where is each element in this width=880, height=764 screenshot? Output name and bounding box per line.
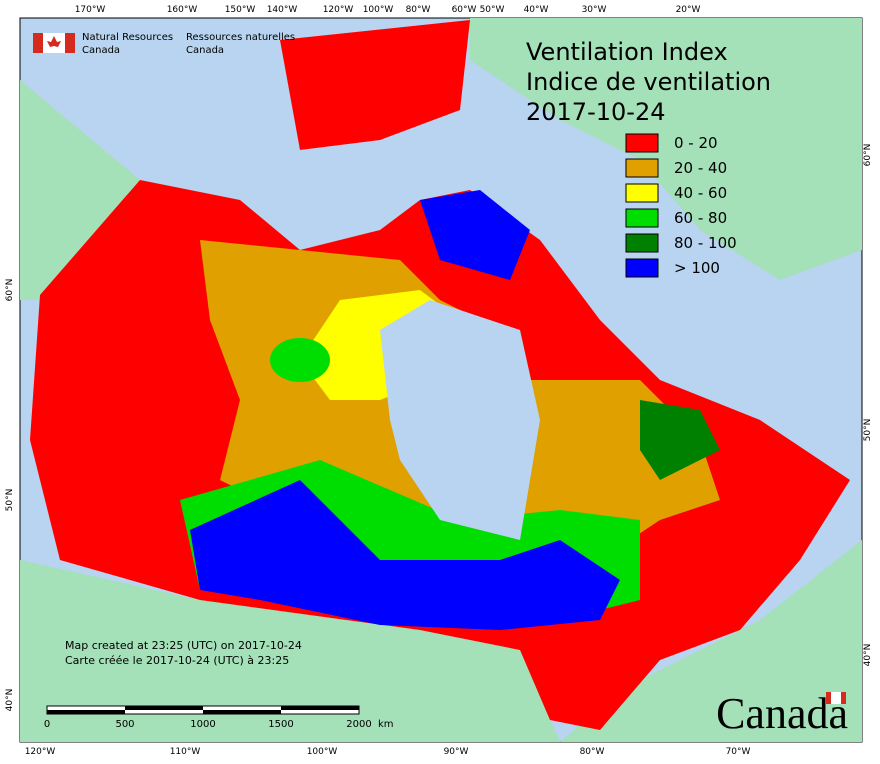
agency-fr-2: Canada	[186, 45, 224, 56]
bottom-longitude: 70°W	[726, 747, 751, 757]
legend-swatch	[625, 258, 659, 278]
right-latitude: 60°N	[863, 144, 873, 167]
created-en: Map created at 23:25 (UTC) on 2017-10-24	[65, 639, 302, 652]
legend-swatch	[625, 208, 659, 228]
top-longitude: 60°W	[452, 5, 477, 15]
scale-bar: 0 500 1000 1500 2000 km	[44, 705, 394, 730]
agency-en-2: Canada	[82, 45, 120, 56]
right-latitude: 50°N	[863, 419, 873, 442]
legend: 0 - 20 20 - 40 40 - 60 60 - 80 80 - 100 > 100	[625, 133, 737, 278]
top-longitude: 170°W	[75, 5, 106, 15]
wordmark-flag	[826, 692, 846, 704]
top-longitude: 20°W	[676, 5, 701, 15]
scale-tick: 1500	[268, 719, 293, 730]
scale-tick: 0	[44, 719, 50, 730]
bottom-longitude: 110°W	[170, 747, 201, 757]
right-latitude: 40°N	[863, 644, 873, 667]
scale-tick: 500	[115, 719, 134, 730]
bottom-longitude: 90°W	[444, 747, 469, 757]
title-line1: Ventilation Index	[526, 38, 728, 66]
top-longitude: 160°W	[167, 5, 198, 15]
legend-swatch	[625, 133, 659, 153]
bottom-longitude: 80°W	[580, 747, 605, 757]
agency-en: Natural Resources	[82, 32, 173, 43]
top-longitude: 150°W	[225, 5, 256, 15]
scale-tick: 2000	[346, 719, 371, 730]
left-latitude: 50°N	[5, 489, 15, 512]
created-fr: Carte créée le 2017-10-24 (UTC) à 23:25	[65, 654, 289, 667]
title-date: 2017-10-24	[526, 98, 665, 126]
basemap	[20, 18, 862, 742]
legend-label: 40 - 60	[674, 184, 727, 202]
title-line2: Indice de ventilation	[526, 68, 771, 96]
top-longitude: 100°W	[363, 5, 394, 15]
logo	[33, 33, 75, 53]
agency-fr: Ressources naturelles	[186, 32, 295, 43]
legend-swatch	[625, 158, 659, 178]
left-latitude: 60°N	[5, 279, 15, 302]
top-longitude: 40°W	[524, 5, 549, 15]
bottom-longitude: 100°W	[307, 747, 338, 757]
legend-swatch	[625, 183, 659, 203]
top-longitude: 50°W	[480, 5, 505, 15]
bottom-longitude: 120°W	[25, 747, 56, 757]
legend-label: 80 - 100	[674, 234, 737, 252]
top-longitude: 30°W	[582, 5, 607, 15]
top-longitude: 140°W	[267, 5, 298, 15]
legend-label: > 100	[674, 259, 720, 277]
scale-tick: 1000	[190, 719, 215, 730]
legend-label: 0 - 20	[674, 134, 718, 152]
left-latitude: 40°N	[5, 689, 15, 712]
scale-unit: km	[378, 719, 394, 730]
legend-label: 60 - 80	[674, 209, 727, 227]
top-longitude: 80°W	[406, 5, 431, 15]
legend-label: 20 - 40	[674, 159, 727, 177]
top-longitude: 120°W	[323, 5, 354, 15]
grid-labels: 170°W 160°W 150°W 140°W 120°W 100°W 80°W 60°W 50…	[5, 5, 873, 757]
legend-swatch	[625, 233, 659, 253]
